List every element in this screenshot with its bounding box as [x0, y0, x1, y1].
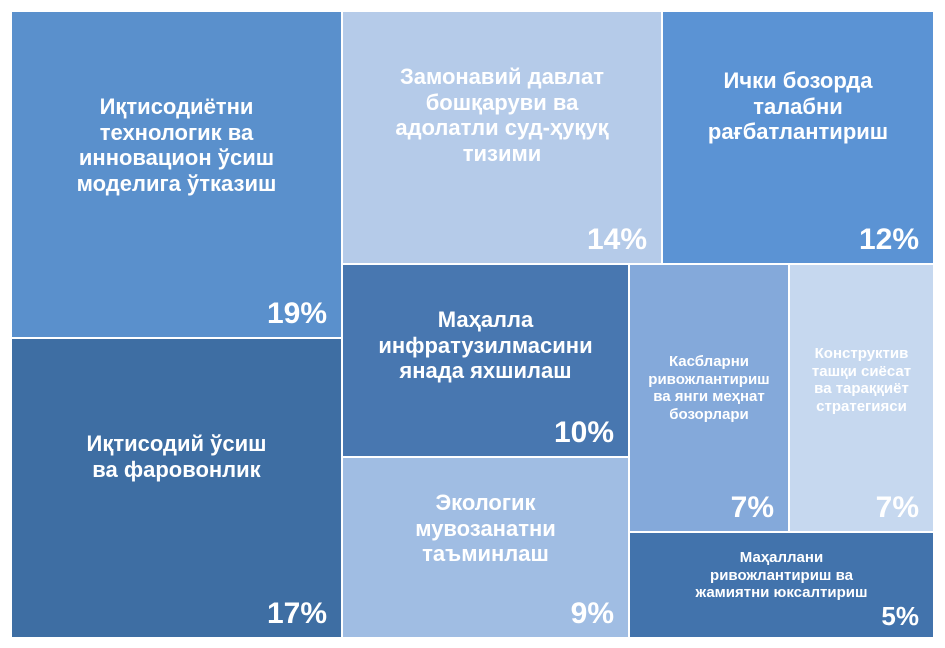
tile-label: Маҳалла инфратузилмасини янада яхшилаш	[378, 307, 593, 384]
treemap-tile: Конструктив ташқи сиёсат ва тараққиёт ст…	[789, 264, 934, 532]
tile-label: Иқтисодиётни технологик ва инновацион ўс…	[76, 94, 277, 197]
tile-label: Замонавий давлат бошқаруви ва адолатли с…	[395, 64, 609, 167]
tile-percent: 7%	[875, 491, 919, 524]
tile-percent: 14%	[586, 223, 647, 256]
treemap-tile: Замонавий давлат бошқаруви ва адолатли с…	[342, 11, 662, 264]
tile-label: Касбларни ривожлантириш ва янги меҳнат б…	[648, 353, 770, 423]
tile-percent: 19%	[266, 297, 327, 330]
treemap-tile: Маҳаллани ривожлантириш ва жамиятни юкса…	[629, 532, 934, 638]
tile-label: Маҳаллани ривожлантириш ва жамиятни юкса…	[695, 549, 868, 602]
tile-percent: 7%	[730, 491, 774, 524]
tile-label: Экологик мувозанатни таъминлаш	[415, 490, 556, 567]
treemap-tile: Ички бозорда талабни рағбатлантириш 12%	[662, 11, 934, 264]
tile-percent: 10%	[553, 416, 614, 449]
tile-percent: 17%	[266, 597, 327, 630]
tile-percent: 9%	[570, 597, 614, 630]
tile-percent: 5%	[881, 601, 919, 631]
treemap-tile: Иқтисодиётни технологик ва инновацион ўс…	[11, 11, 342, 338]
tile-label: Конструктив ташқи сиёсат ва тараққиёт ст…	[811, 345, 912, 415]
treemap-tile: Иқтисодий ўсиш ва фаровонлик 17%	[11, 338, 342, 638]
tile-percent: 12%	[858, 223, 919, 256]
treemap-tile: Экологик мувозанатни таъминлаш 9%	[342, 457, 629, 638]
treemap-tile: Касбларни ривожлантириш ва янги меҳнат б…	[629, 264, 789, 532]
tile-label: Ички бозорда талабни рағбатлантириш	[707, 68, 889, 145]
treemap-tile: Маҳалла инфратузилмасини янада яхшилаш 10…	[342, 264, 629, 457]
tile-label: Иқтисодий ўсиш ва фаровонлик	[86, 431, 267, 482]
